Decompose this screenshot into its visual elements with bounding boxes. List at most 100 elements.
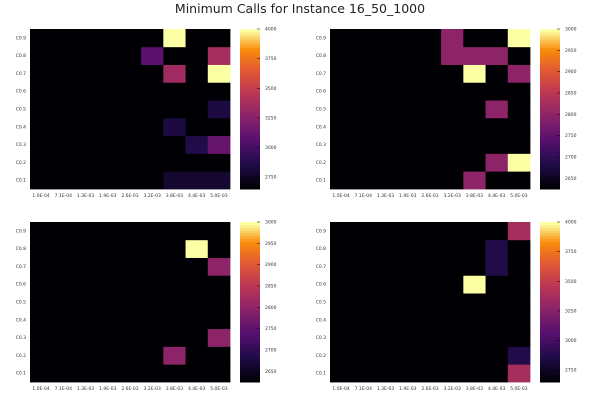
- heatmap-cell: [441, 46, 464, 65]
- heatmap-cell: [507, 100, 531, 119]
- heatmap-cell: [485, 239, 509, 258]
- y-tick-label: C0.1: [316, 178, 326, 184]
- colorbar-segment: [240, 344, 260, 348]
- colorbar-segment: [540, 157, 560, 161]
- heatmap-cell: [118, 135, 142, 154]
- colorbar-segment: [540, 299, 560, 303]
- heatmap-cell: [185, 364, 209, 383]
- heatmap-cell: [507, 239, 531, 258]
- heatmap-cell: [163, 328, 186, 347]
- heatmap-cell: [118, 171, 142, 190]
- colorbar-segment: [240, 183, 260, 187]
- y-tick-label: C0.7: [316, 71, 326, 77]
- heatmap-cell: [207, 239, 231, 258]
- colorbar-segment: [540, 122, 560, 126]
- heatmap-cell: [441, 29, 464, 48]
- heatmap-cell: [74, 328, 98, 347]
- heatmap-cell: [118, 310, 142, 330]
- heatmap-cell: [163, 135, 186, 154]
- heatmap-cell: [141, 153, 164, 172]
- heatmap-cell: [74, 153, 98, 172]
- heatmap-cell: [163, 257, 186, 276]
- heatmap-cell: [96, 29, 120, 48]
- colorbar-segment: [240, 45, 260, 49]
- heatmap-cell: [141, 328, 164, 347]
- colorbar-segment: [540, 344, 560, 348]
- colorbar-segment: [540, 254, 560, 258]
- colorbar-segment: [540, 130, 560, 134]
- heatmap-cell: [507, 310, 531, 330]
- y-tick-label: C0.4: [316, 317, 326, 323]
- heatmap-cell: [485, 153, 509, 172]
- colorbar-segment: [540, 146, 560, 150]
- heatmap-cell: [52, 135, 75, 154]
- colorbar-segment: [240, 133, 260, 137]
- heatmap-cell: [374, 135, 398, 154]
- heatmap-cell: [463, 239, 486, 258]
- heatmap-cell: [463, 171, 486, 190]
- colorbar-segment: [240, 307, 260, 311]
- colorbar-segment: [540, 173, 560, 177]
- x-tick-label: 1.9E-03: [99, 193, 116, 199]
- x-tick-label: 1.9E-03: [399, 386, 416, 392]
- heatmap-cell: [485, 100, 509, 119]
- heatmap-cell: [207, 364, 231, 383]
- colorbar-segment: [540, 355, 560, 359]
- colorbar-segment: [540, 264, 560, 268]
- colorbar-segment: [240, 146, 260, 150]
- colorbar-segment: [540, 45, 560, 49]
- colorbar-segment: [240, 358, 260, 362]
- y-tick-label: C0.9: [16, 35, 26, 41]
- colorbar-segment: [240, 74, 260, 78]
- colorbar-segment: [240, 230, 260, 234]
- heatmap-cell: [330, 153, 353, 172]
- colorbar-segment: [240, 178, 260, 182]
- x-tick-label: 1.3E-03: [377, 193, 394, 199]
- colorbar-segment: [540, 125, 560, 129]
- heatmap-cell: [418, 275, 442, 294]
- heatmap-cell: [441, 171, 464, 190]
- colorbar-segment: [540, 288, 560, 292]
- x-tick-label: 4.4E-03: [488, 386, 505, 392]
- colorbar-segment: [540, 374, 560, 378]
- colorbar-segment: [240, 304, 260, 308]
- heatmap-cell: [441, 135, 464, 154]
- heatmap-cell: [141, 293, 164, 312]
- heatmap-cell: [163, 29, 186, 48]
- heatmap-cell: [352, 310, 375, 330]
- colorbar-segment: [240, 103, 260, 107]
- y-tick-label: C0.5: [316, 107, 326, 113]
- heatmap-cell: [463, 64, 486, 83]
- colorbar-segment: [540, 170, 560, 174]
- colorbar-segment: [240, 151, 260, 155]
- heatmap-cell: [30, 46, 53, 65]
- colorbar-segment: [540, 138, 560, 142]
- heatmap-cell: [52, 239, 75, 258]
- colorbar-segment: [540, 243, 560, 247]
- heatmap-cell: [185, 64, 209, 83]
- y-tick-label: C0.2: [316, 160, 326, 166]
- colorbar-segment: [240, 246, 260, 250]
- colorbar-segment: [240, 374, 260, 378]
- colorbar-segment: [540, 103, 560, 107]
- heatmap-cell: [352, 46, 375, 65]
- heatmap-cell: [52, 64, 75, 83]
- heatmap-cell: [330, 82, 353, 101]
- heatmap-cell: [352, 117, 375, 137]
- colorbar-segment: [240, 336, 260, 340]
- heatmap-cell: [374, 222, 398, 241]
- heatmap-cell: [163, 239, 186, 258]
- x-tick-label: 3.8E-03: [166, 386, 183, 392]
- colorbar-segment: [240, 318, 260, 322]
- colorbar-tick-label: 2700: [265, 348, 277, 354]
- colorbar-segment: [540, 71, 560, 75]
- heatmap-cell: [74, 346, 98, 365]
- heatmap-cell: [485, 328, 509, 347]
- heatmap-cell: [352, 153, 375, 172]
- heatmap-cell: [96, 46, 120, 65]
- heatmap-cell: [374, 171, 398, 190]
- heatmap-cell: [118, 346, 142, 365]
- x-tick-label: 1.0E-04: [332, 386, 349, 392]
- y-tick-label: C0.4: [316, 124, 326, 130]
- heatmap-cell: [396, 29, 420, 48]
